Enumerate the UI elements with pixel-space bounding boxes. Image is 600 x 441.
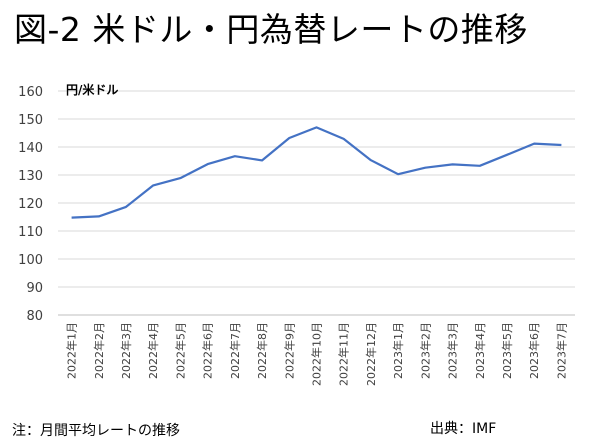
- footnote: 注：月間平均レートの推移: [12, 423, 180, 439]
- x-tick-label: 2022年9月: [282, 322, 296, 379]
- y-tick-label: 100: [18, 253, 43, 268]
- x-tick-label: 2022年4月: [146, 322, 160, 379]
- x-tick-label: 2022年8月: [255, 322, 269, 379]
- y-tick-labels: 80 90 100 110 120 130 140 150 160: [18, 85, 43, 324]
- y-axis-label: 円/米ドル: [66, 82, 118, 97]
- x-tick-label: 2022年1月: [65, 322, 79, 379]
- x-tick-label: 2022年2月: [92, 322, 106, 379]
- x-tick-label: 2022年6月: [201, 322, 215, 379]
- page-title: 図-2 米ドル・円為替レートの推移: [14, 10, 528, 49]
- x-tick-label: 2022年11月: [337, 322, 351, 386]
- x-tick-label: 2022年5月: [173, 322, 187, 379]
- y-tick-label: 90: [26, 281, 43, 296]
- x-tick-label: 2022年12月: [364, 322, 378, 386]
- x-tick-label: 2023年1月: [391, 322, 405, 379]
- y-tick-label: 150: [18, 113, 43, 128]
- y-tick-label: 160: [18, 85, 43, 100]
- series-line: [71, 126, 562, 219]
- x-tick-label: 2022年7月: [228, 322, 242, 379]
- x-tick-labels: 2022年1月 2022年2月 2022年3月 2022年4月 2022年5月 2022年…: [65, 322, 569, 386]
- x-tick-label: 2023年6月: [527, 322, 541, 379]
- y-tick-label: 80: [26, 309, 43, 324]
- x-tick-label: 2023年7月: [554, 322, 568, 379]
- series-lines: [71, 126, 562, 219]
- y-tick-label: 130: [18, 169, 43, 184]
- y-tick-label: 140: [18, 141, 43, 156]
- x-tick-label: 2023年2月: [418, 322, 432, 379]
- gridlines: [58, 90, 575, 316]
- x-tick-label: 2023年3月: [446, 322, 460, 379]
- x-tick-label: 2023年4月: [473, 322, 487, 379]
- x-tick-label: 2023年5月: [500, 322, 514, 379]
- x-tick-label: 2022年3月: [119, 322, 133, 379]
- y-tick-label: 120: [18, 197, 43, 212]
- x-tick-label: 2022年10月: [310, 322, 324, 386]
- y-tick-label: 110: [18, 225, 43, 240]
- source-credit: 出典：IMF: [430, 421, 497, 437]
